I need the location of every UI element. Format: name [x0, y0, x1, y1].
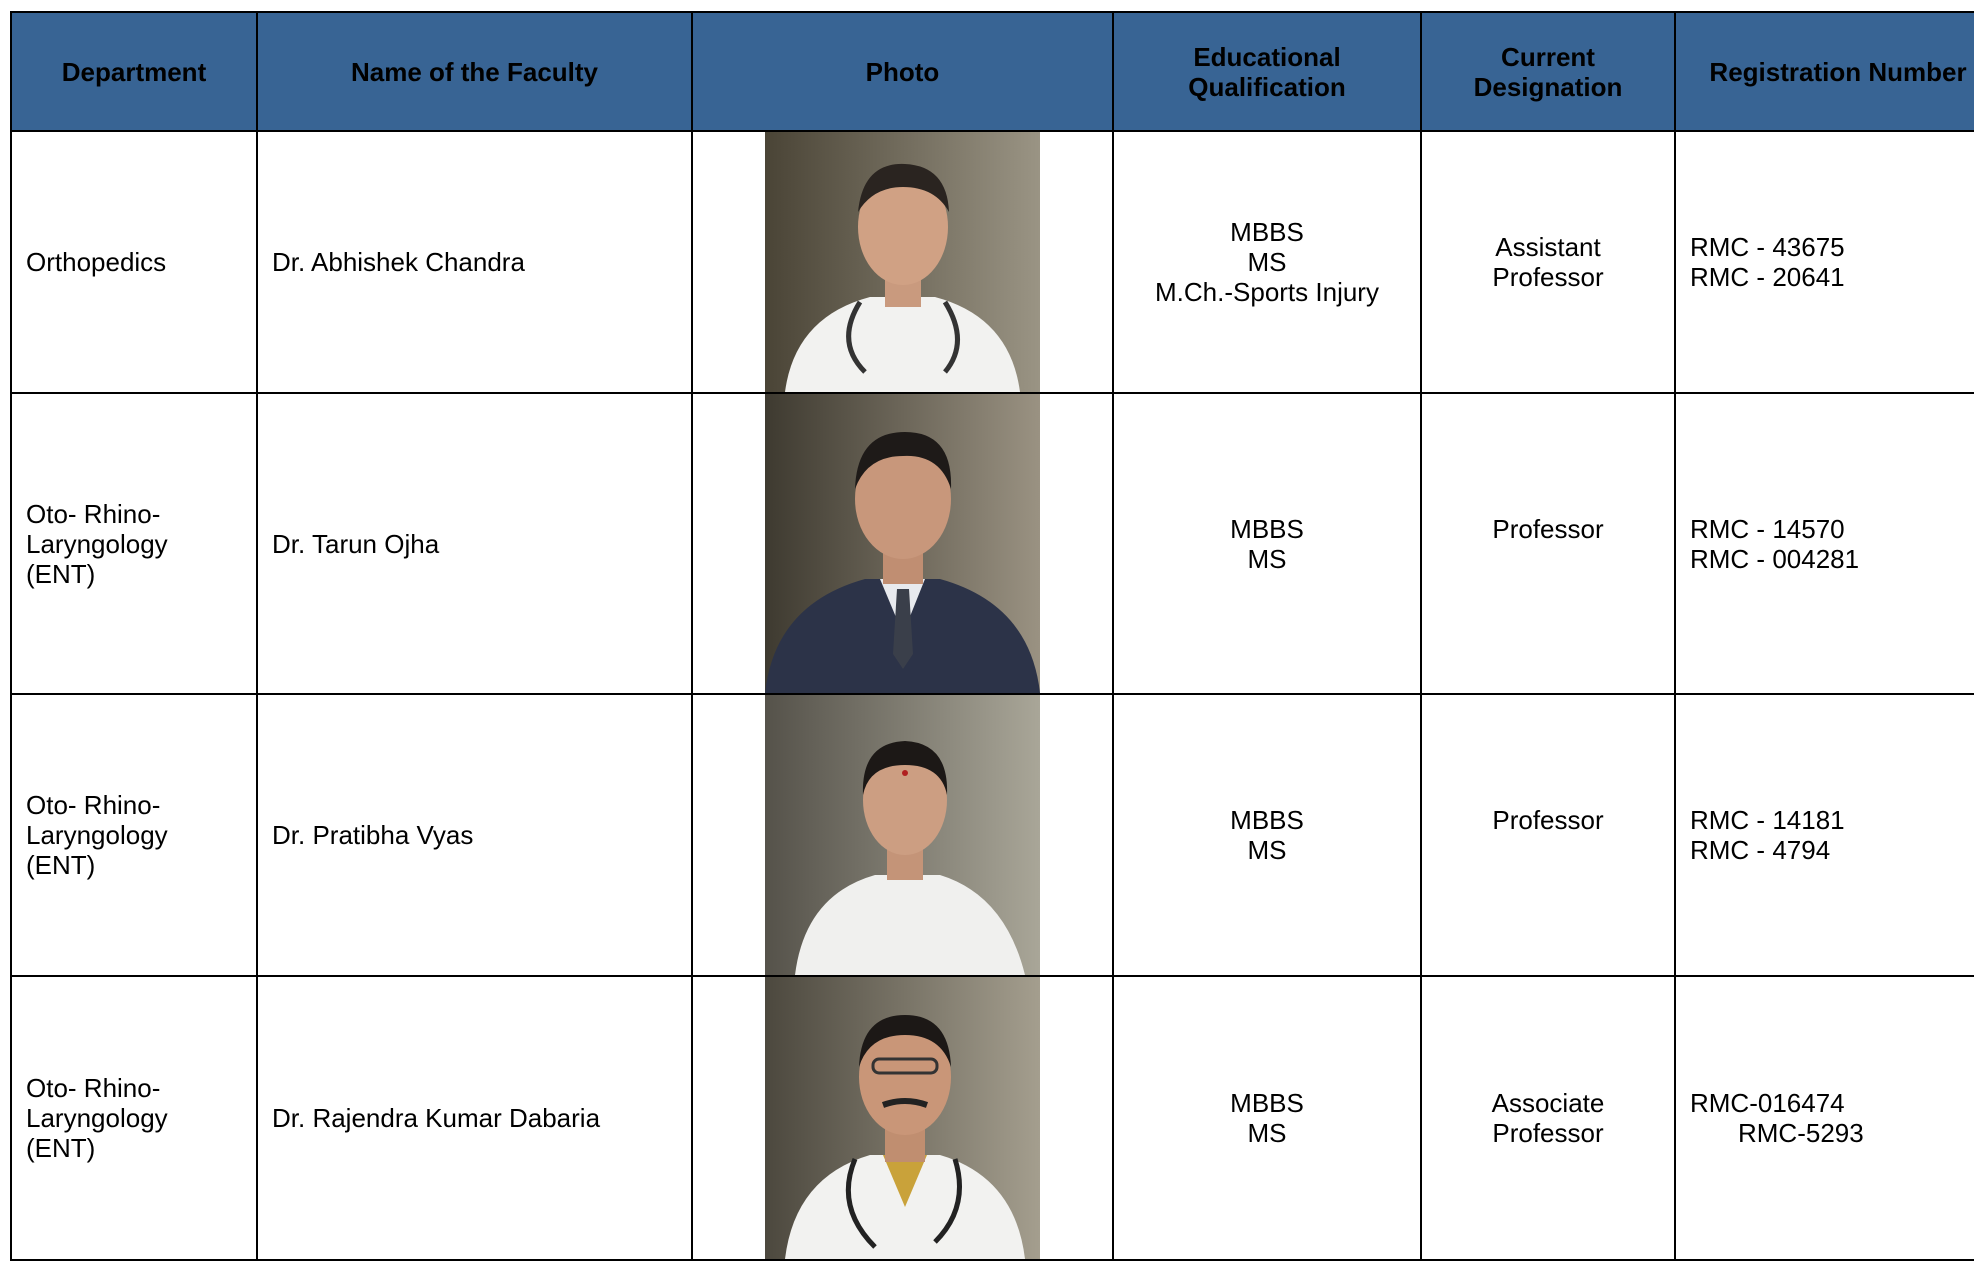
registration: RMC-016474 RMC-5293 — [1674, 975, 1974, 1261]
department: Oto- Rhino- Laryngology (ENT) — [10, 693, 258, 977]
qualification: MBBS MS — [1112, 693, 1422, 977]
line: MS — [1247, 1118, 1287, 1148]
line: Professor — [1492, 262, 1604, 292]
line: RMC - 14181 — [1690, 805, 1845, 835]
photo-cell — [691, 975, 1114, 1261]
row: Orthopedics Dr. Abhishek Chandra MBBS MS M… — [10, 130, 1974, 394]
department: Orthopedics — [10, 130, 258, 394]
header-cell: Department — [10, 11, 258, 132]
photo-cell — [691, 392, 1114, 695]
designation: Professor — [1420, 693, 1676, 977]
designation: Associate Professor — [1420, 975, 1676, 1261]
line: RMC-016474 — [1690, 1088, 1845, 1118]
line: RMC - 4794 — [1690, 835, 1831, 865]
line: RMC - 20641 — [1690, 262, 1845, 292]
line: Assistant — [1495, 232, 1601, 262]
line: (ENT) — [26, 1133, 96, 1163]
designation: Assistant Professor — [1420, 130, 1676, 394]
line: Professor — [1492, 513, 1604, 544]
row: Oto- Rhino- Laryngology (ENT) Dr. Rajendra… — [10, 975, 1974, 1261]
line: Orthopedics — [26, 247, 167, 277]
registration: RMC - 14570 RMC - 004281 — [1674, 392, 1974, 695]
row: Oto- Rhino- Laryngology (ENT) Dr. Pratibha… — [10, 693, 1974, 977]
line: RMC-5293 — [1738, 1118, 1864, 1148]
qualification: MBBS MS M.Ch.-Sports Injury — [1112, 130, 1422, 394]
line: M.Ch.-Sports Injury — [1155, 277, 1379, 307]
line: MBBS — [1230, 217, 1304, 247]
photo-cell — [691, 693, 1114, 977]
line: Associate — [1491, 1088, 1605, 1118]
row: Oto- Rhino- Laryngology (ENT) Dr. Tarun Oj… — [10, 392, 1974, 695]
line: MS — [1247, 543, 1287, 574]
line: Professor — [1492, 805, 1604, 835]
name: Dr. Rajendra Kumar Dabaria — [256, 975, 693, 1261]
name: Dr. Pratibha Vyas — [256, 693, 693, 977]
photo — [765, 977, 1040, 1259]
registration: RMC - 43675 RMC - 20641 — [1674, 130, 1974, 394]
line: MBBS — [1230, 1088, 1304, 1118]
header-row: Department Name of the Faculty Photo Edu… — [10, 11, 1974, 132]
line: Laryngology — [26, 528, 168, 559]
line: (ENT) — [26, 850, 96, 880]
line: MS — [1247, 835, 1287, 865]
qualification: MBBS MS — [1112, 392, 1422, 695]
line: Oto- Rhino- — [26, 1073, 161, 1103]
line: Oto- Rhino- — [26, 498, 161, 529]
line: MS — [1247, 247, 1287, 277]
line: RMC - 14570 — [1690, 513, 1845, 544]
line: Laryngology — [26, 1103, 168, 1133]
photo — [765, 695, 1040, 975]
line: RMC - 43675 — [1690, 232, 1845, 262]
qualification: MBBS MS — [1112, 975, 1422, 1261]
header-cell: Current Designation — [1420, 11, 1676, 132]
name: Dr. Tarun Ojha — [256, 392, 693, 695]
line: RMC - 004281 — [1690, 543, 1860, 574]
registration: RMC - 14181 RMC - 4794 — [1674, 693, 1974, 977]
designation: Professor — [1420, 392, 1676, 695]
header-cell: Photo — [691, 11, 1114, 132]
name: Dr. Abhishek Chandra — [256, 130, 693, 394]
department: Oto- Rhino- Laryngology (ENT) — [10, 392, 258, 695]
line: Professor — [1492, 1118, 1604, 1148]
header-cell: Educational Qualification — [1112, 11, 1422, 132]
line: Oto- Rhino- — [26, 790, 161, 820]
line: Laryngology — [26, 820, 168, 850]
header-cell: Registration Number — [1674, 11, 1974, 132]
faculty-table: Department Name of the Faculty Photo Edu… — [10, 11, 1974, 1261]
photo-cell — [691, 130, 1114, 394]
photo — [765, 394, 1040, 693]
line: (ENT) — [26, 558, 96, 589]
photo — [765, 132, 1040, 392]
header-cell: Name of the Faculty — [256, 11, 693, 132]
department: Oto- Rhino- Laryngology (ENT) — [10, 975, 258, 1261]
line: MBBS — [1230, 805, 1304, 835]
line: MBBS — [1230, 513, 1304, 544]
